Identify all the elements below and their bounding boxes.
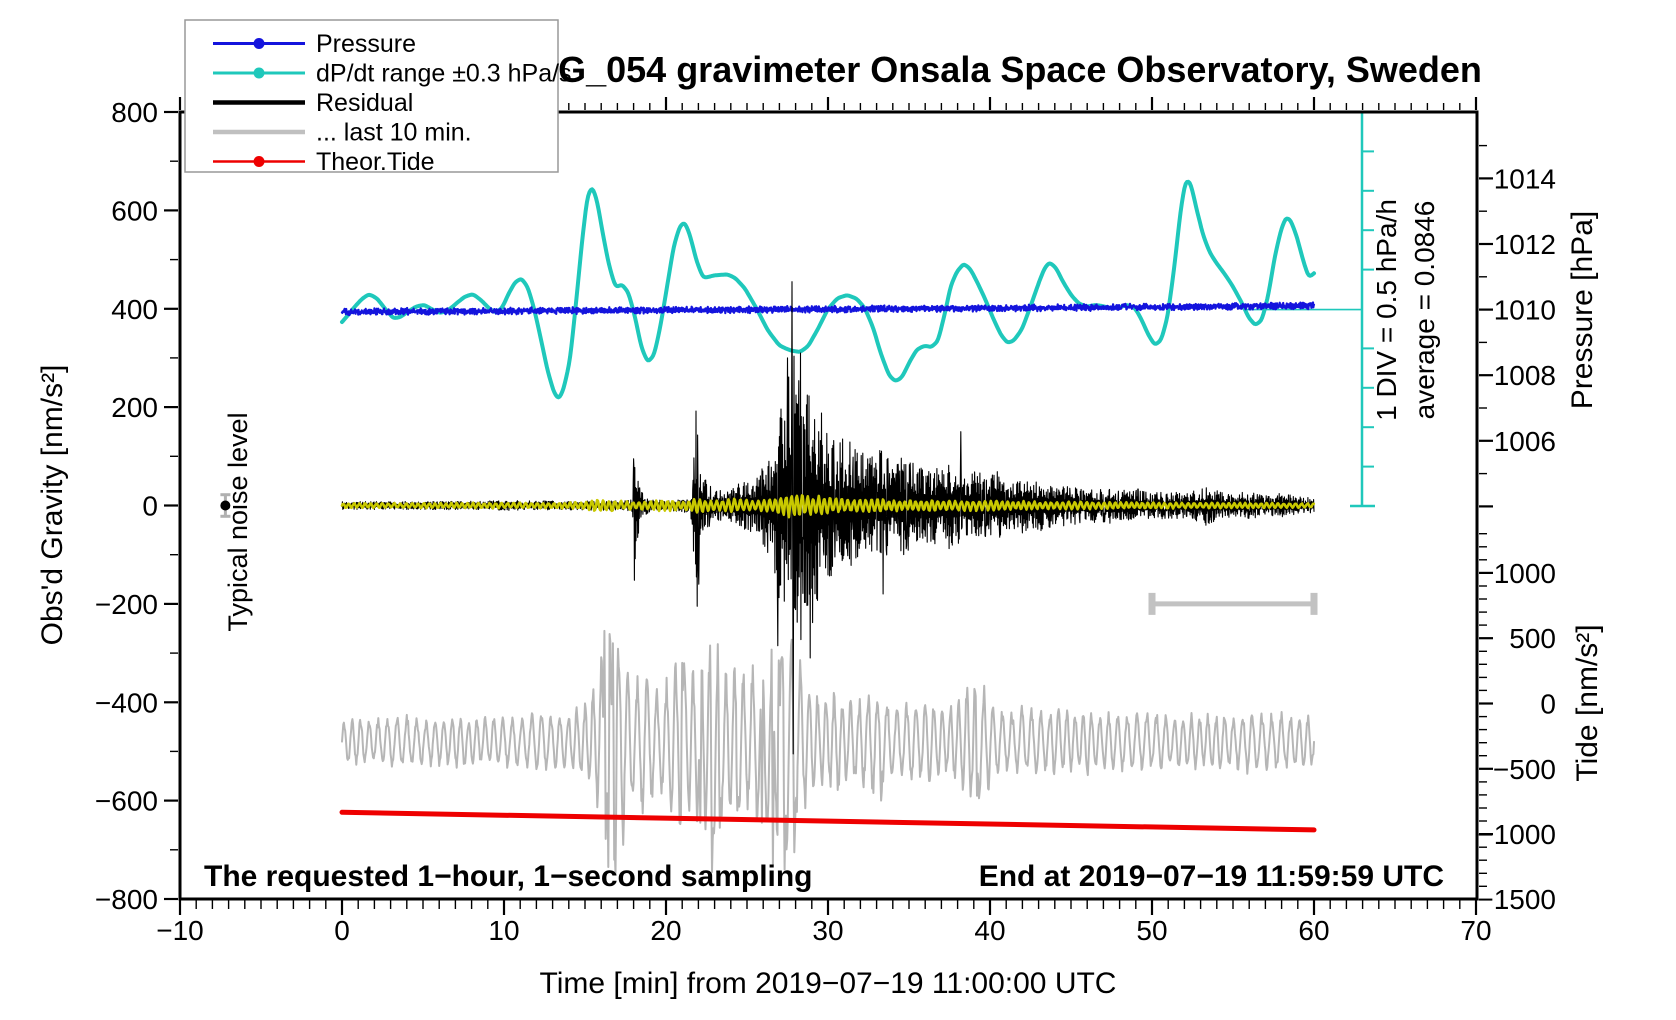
tick-label: 200 <box>111 392 158 423</box>
tick-label: 30 <box>812 915 843 946</box>
legend-item: ... last 10 min. <box>213 119 472 147</box>
tick-label: −500 <box>1493 754 1556 785</box>
tick-label: −200 <box>95 589 158 620</box>
annotation-end-time: End at 2019−07−19 11:59:59 UTC <box>979 860 1444 893</box>
tick-label: −800 <box>95 884 158 915</box>
y-axis-title-tide: Tide [nm/s²] <box>1571 624 1604 781</box>
tick-label: −10 <box>156 915 204 946</box>
noise-level-label: Typical noise level <box>223 412 253 631</box>
tick-label: 1000 <box>1494 558 1556 589</box>
legend-item-label: dP/dt range ±0.3 hPa/s <box>316 60 572 88</box>
tick-label: 10 <box>488 915 519 946</box>
series-residual-lowpass <box>340 494 1316 519</box>
plot-frame <box>178 110 1479 901</box>
tick-label: 800 <box>111 97 158 128</box>
duration-bar-cap-left <box>1148 592 1156 615</box>
legend-item: Theor.Tide <box>213 148 435 176</box>
tick-label: −600 <box>95 786 158 817</box>
legend-sample-dot <box>253 38 265 49</box>
noise-level-marker <box>220 493 231 518</box>
legend-item: Pressure <box>213 30 416 58</box>
noise-dot <box>220 500 231 511</box>
legend-sample-dot <box>253 67 265 79</box>
tick-label: 600 <box>111 195 158 226</box>
legend-item: dP/dt range ±0.3 hPa/s <box>213 60 572 88</box>
tick-label: 0 <box>1540 689 1556 720</box>
scalebar-average-label: average = 0.0846 <box>1409 201 1440 420</box>
legend-item-label: Residual <box>316 89 413 117</box>
y-axis-title-gravity: Obs'd Gravity [nm/s²] <box>36 365 69 646</box>
tick-label: 1014 <box>1494 163 1556 194</box>
last-10-min-bar <box>1148 592 1318 615</box>
legend-box <box>184 19 559 173</box>
series-dpdt <box>340 179 1316 400</box>
series-pressure <box>340 301 1316 317</box>
legend-item-label: ... last 10 min. <box>316 119 472 147</box>
y-axis-title-pressure: Pressure [hPa] <box>1566 211 1599 409</box>
tick-label: 1010 <box>1494 295 1556 326</box>
tick-label: 500 <box>1509 623 1556 654</box>
legend-item-label: Theor.Tide <box>316 148 435 176</box>
tick-label: 1008 <box>1494 360 1556 391</box>
tick-label: 1006 <box>1494 426 1556 457</box>
tick-label: 50 <box>1136 915 1167 946</box>
tick-label: 70 <box>1460 915 1491 946</box>
tick-label: 40 <box>974 915 1005 946</box>
duration-bar-cap-right <box>1310 592 1318 615</box>
tick-label: 1012 <box>1494 229 1556 260</box>
axes-layer: −10 0 10 20 30 40 50 60 70 800 600 400 200 0 −200 −400 −… <box>95 97 1556 946</box>
series-residual <box>341 281 1315 755</box>
x-axis-title: Time [min] from 2019−07−19 11:00:00 UTC <box>540 967 1117 1000</box>
tick-label: 60 <box>1298 915 1329 946</box>
tick-label: 400 <box>111 294 158 325</box>
legend-sample-dot <box>253 156 265 167</box>
legend-item: Residual <box>213 89 413 117</box>
legend-item-label: Pressure <box>316 30 416 58</box>
scalebar-div-label: 1 DIV = 0.5 hPa/h <box>1371 199 1402 421</box>
series-last-10-min <box>341 629 1315 876</box>
tick-label: 20 <box>650 915 681 946</box>
series-theor-tide <box>339 809 1317 833</box>
tick-label: 0 <box>334 915 350 946</box>
tick-label: −1500 <box>1477 884 1556 915</box>
tick-label: −1000 <box>1477 819 1556 850</box>
page-title: SCG_054 gravimeter Onsala Space Observat… <box>508 49 1482 90</box>
tick-label: −400 <box>95 687 158 718</box>
tick-label: 0 <box>142 491 158 522</box>
curves-layer <box>339 179 1317 876</box>
annotation-sampling: The requested 1−hour, 1−second sampling <box>204 860 813 893</box>
